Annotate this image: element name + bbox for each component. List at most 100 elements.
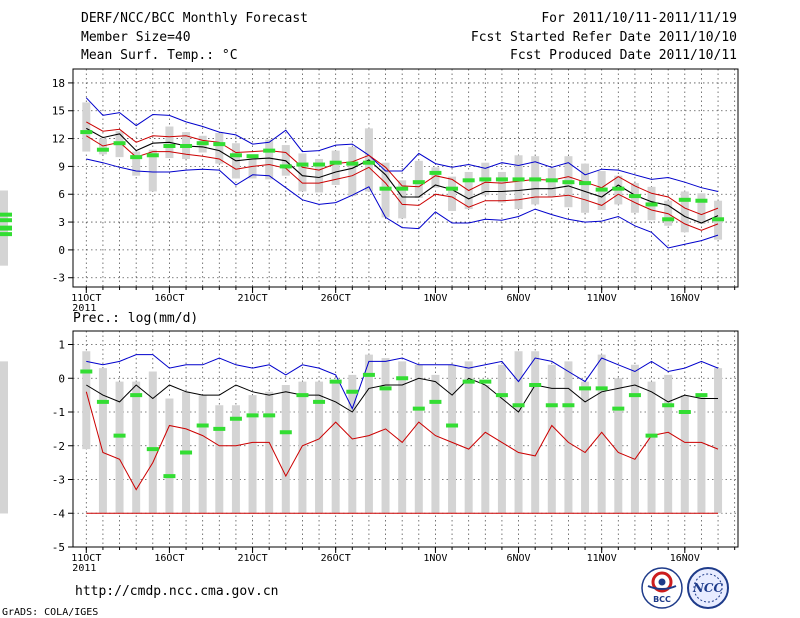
ensemble-spread-box xyxy=(331,381,340,514)
ensemble-spread-box xyxy=(298,153,307,192)
ncc-logo: NCC xyxy=(687,567,729,609)
ensemble-spread-box xyxy=(597,354,606,514)
ensemble-spread-box xyxy=(265,139,274,180)
observation-mark xyxy=(163,143,176,148)
x-tick-label: 11OCT xyxy=(71,553,101,564)
ensemble-spread-box xyxy=(132,381,141,514)
observation-mark xyxy=(246,413,259,418)
ensemble-spread-box xyxy=(431,374,440,514)
observation-mark xyxy=(329,379,342,384)
ensemble-spread-box xyxy=(647,381,656,514)
series-line-max xyxy=(86,354,719,410)
y-tick-label: 0 xyxy=(58,244,65,257)
y-tick-label: 1 xyxy=(58,339,65,352)
source-url: http://cmdp.ncc.cma.gov.cn xyxy=(75,584,279,599)
ensemble-spread-box xyxy=(448,176,457,211)
series-line-lower xyxy=(86,135,719,231)
ensemble-spread-box xyxy=(514,351,523,514)
observation-mark xyxy=(296,162,309,167)
ensemble-spread-box xyxy=(298,381,307,514)
x-tick-label: 21OCT xyxy=(237,293,267,304)
ensemble-spread-box xyxy=(414,160,423,198)
ensemble-spread-box xyxy=(431,167,440,188)
ensemble-spread-box xyxy=(564,361,573,514)
ensemble-spread-box xyxy=(248,156,257,179)
y-tick-label: 12 xyxy=(52,133,65,146)
observation-mark xyxy=(346,161,359,166)
observation-mark xyxy=(495,177,508,182)
observation-mark xyxy=(0,225,12,230)
observation-mark xyxy=(712,217,725,222)
observation-mark xyxy=(562,180,575,185)
series-line-min xyxy=(86,158,719,249)
observation-mark xyxy=(263,413,276,418)
ensemble-spread-box xyxy=(215,405,224,514)
plot-frame xyxy=(72,330,739,548)
ensemble-spread-box xyxy=(481,385,490,514)
ncc-logo-text: NCC xyxy=(692,581,724,595)
observation-mark xyxy=(296,393,309,398)
observation-mark xyxy=(429,170,442,175)
ensemble-spread-box xyxy=(331,150,340,185)
observation-mark xyxy=(313,399,326,404)
observation-mark xyxy=(612,406,625,411)
observation-mark xyxy=(628,393,641,398)
x-tick-label: 11OCT xyxy=(71,293,101,304)
observation-mark xyxy=(229,416,242,421)
ensemble-spread-box xyxy=(680,191,689,233)
y-tick-label: -3 xyxy=(52,272,65,285)
x-tick-label: 1NOV xyxy=(423,293,447,304)
observation-mark xyxy=(213,142,226,147)
observation-mark xyxy=(196,423,209,428)
observation-mark xyxy=(529,177,542,182)
ensemble-spread-box xyxy=(630,364,639,514)
bcc-logo: BCC xyxy=(641,567,683,609)
ensemble-spread-box xyxy=(414,364,423,514)
observation-mark xyxy=(678,197,691,202)
ensemble-spread-box xyxy=(547,168,556,198)
observation-mark xyxy=(80,369,93,374)
y-tick-label: 9 xyxy=(58,160,65,173)
observation-mark xyxy=(662,217,675,222)
observation-mark xyxy=(146,153,159,158)
ensemble-spread-box xyxy=(348,374,357,514)
ensemble-spread-box xyxy=(398,361,407,514)
y-tick-label: 6 xyxy=(58,188,65,201)
observation-mark xyxy=(113,433,126,438)
observation-mark xyxy=(595,187,608,192)
ensemble-spread-box xyxy=(581,163,590,213)
chart-title: DERF/NCC/BCC Monthly Forecast xyxy=(81,11,308,26)
ensemble-spread-box xyxy=(132,151,141,176)
ensemble-spread-box xyxy=(697,395,706,514)
ensemble-spread-box xyxy=(464,361,473,514)
ensemble-spread-box xyxy=(248,395,257,514)
series-line-upper xyxy=(86,121,719,216)
ensemble-spread-box xyxy=(697,193,706,224)
plot-frame xyxy=(72,68,739,288)
observation-mark xyxy=(562,403,575,408)
observation-mark xyxy=(213,426,226,431)
bcc-logo-text: BCC xyxy=(653,595,671,604)
observation-mark xyxy=(446,186,459,191)
y-tick-label: -5 xyxy=(52,541,65,554)
observation-mark xyxy=(512,403,525,408)
observation-mark xyxy=(362,160,375,165)
y-tick-label: 18 xyxy=(52,77,65,90)
ensemble-spread-box xyxy=(714,368,723,514)
series-line-max xyxy=(85,97,719,192)
observation-mark xyxy=(645,202,658,207)
observation-mark xyxy=(412,406,425,411)
ensemble-spread-box xyxy=(547,364,556,514)
x-tick-year-label: 2011 xyxy=(72,303,96,314)
observation-mark xyxy=(495,393,508,398)
observation-mark xyxy=(579,181,592,186)
forecast-started-label: Fcst Started Refer Date 2011/10/10 xyxy=(470,30,737,45)
x-tick-label: 6NOV xyxy=(507,293,531,304)
observation-mark xyxy=(446,423,459,428)
observation-mark xyxy=(695,198,708,203)
ensemble-spread-box xyxy=(315,158,324,193)
ensemble-spread-box xyxy=(0,371,8,514)
ensemble-spread-box xyxy=(98,368,107,514)
